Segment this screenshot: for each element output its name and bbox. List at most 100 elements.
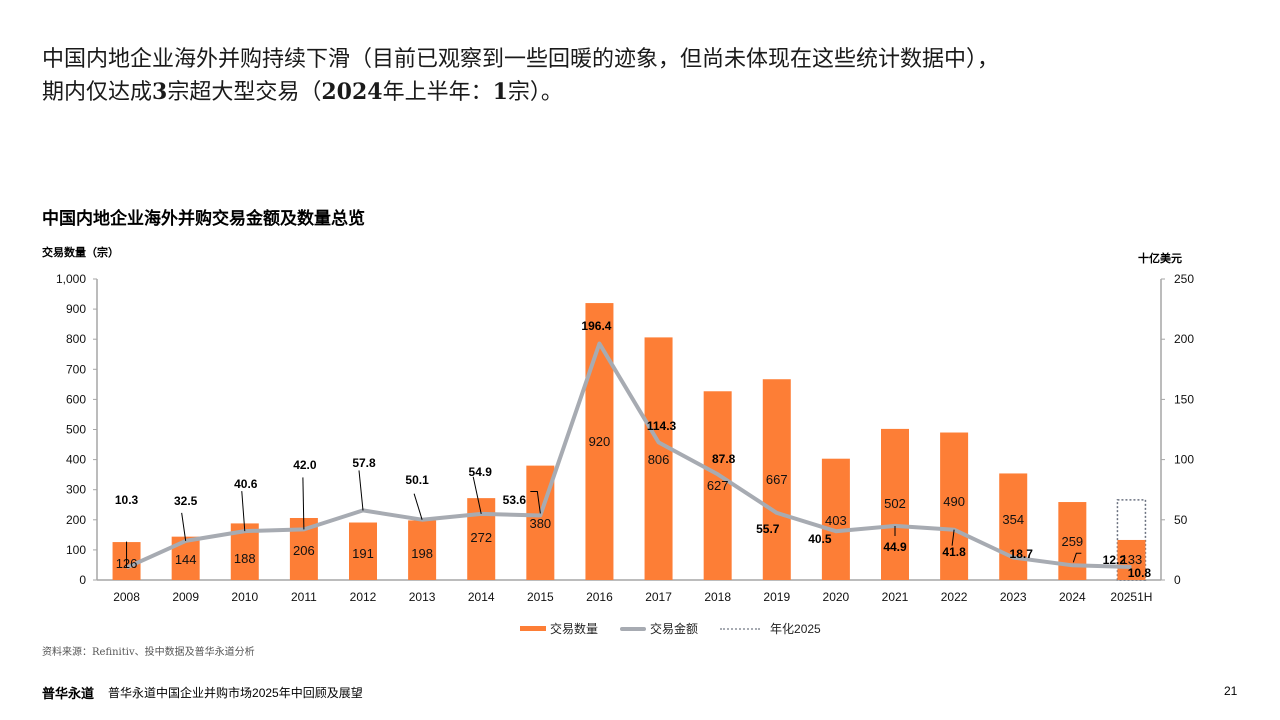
line-value-label: 55.7	[756, 522, 780, 536]
value-label-leader	[413, 493, 423, 520]
x-axis-tick-label: 20251H	[1110, 590, 1152, 604]
x-axis-tick-label: 2020	[823, 590, 850, 604]
right-axis-tick-label: 50	[1174, 513, 1188, 527]
line-value-label: 44.9	[883, 540, 907, 554]
headline-line-2: 期内仅达成3宗超大型交易（2024年上半年：1宗）。	[42, 76, 1242, 109]
x-axis-tick-label: 2012	[350, 590, 377, 604]
bar-value-label: 380	[529, 516, 551, 531]
x-axis-tick-label: 2014	[468, 590, 495, 604]
bar-value-label: 354	[1002, 512, 1024, 527]
headline-text: 期内仅达成	[42, 80, 153, 105]
legend-swatch-line	[620, 626, 647, 631]
bar-value-label: 144	[175, 552, 197, 567]
line-value-label: 10.8	[1128, 566, 1152, 580]
line-value-label: 57.8	[352, 456, 376, 470]
bar	[349, 522, 377, 580]
left-axis-tick-label: 800	[66, 332, 86, 346]
left-axis-tick-label: 400	[66, 453, 86, 467]
bar-value-label: 206	[293, 543, 315, 558]
x-axis-tick-label: 2019	[763, 590, 790, 604]
legend-label: 交易数量	[550, 622, 599, 636]
headline-text: 宗超大型交易（	[167, 80, 322, 105]
bar-value-label: 806	[648, 452, 670, 467]
legend-item-annualized: 年化2025	[720, 620, 821, 637]
line-value-label: 12.2	[1103, 553, 1127, 567]
x-axis-tick-label: 2016	[586, 590, 613, 604]
headline-line-1: 中国内地企业海外并购持续下滑（目前已观察到一些回暖的迹象，但尚未体现在这些统计数…	[42, 47, 1000, 72]
bar	[1117, 539, 1146, 580]
bar-value-label: 198	[411, 546, 433, 561]
line-value-label: 42.0	[293, 458, 317, 472]
headline-number: 1	[492, 79, 508, 105]
line-value-label: 87.8	[712, 452, 736, 466]
bar-value-label: 272	[470, 530, 492, 545]
bar	[408, 520, 437, 580]
left-axis-tick-label: 900	[66, 302, 86, 316]
line-value-label: 114.3	[647, 419, 677, 433]
legend-label: 年化2025	[770, 622, 821, 636]
bar	[940, 432, 969, 580]
bar	[703, 391, 732, 580]
headline-number: 2024	[321, 79, 383, 105]
value-label-leader	[951, 529, 955, 546]
x-axis-tick-label: 2024	[1059, 590, 1086, 604]
bar-value-label: 133	[1121, 552, 1143, 567]
legend: 交易数量 交易金额 年化2025	[520, 620, 843, 637]
page-number: 21	[1224, 684, 1238, 698]
value-label-leader	[472, 476, 482, 515]
bar-value-label: 502	[884, 496, 906, 511]
left-axis-tick-label: 100	[66, 543, 86, 557]
value-label-leader	[358, 470, 364, 511]
left-axis-tick-label: 1,000	[56, 272, 86, 286]
legend-swatch-dotted	[720, 627, 761, 630]
bar-value-label: 403	[825, 513, 847, 528]
x-axis-tick-label: 2021	[882, 590, 909, 604]
x-axis-tick-label: 2023	[1000, 590, 1027, 604]
report-title: 普华永道中国企业并购市场2025年中回顾及展望	[108, 686, 363, 700]
headline: 中国内地企业海外并购持续下滑（目前已观察到一些回暖的迹象，但尚未体现在这些统计数…	[42, 44, 1242, 109]
left-axis-tick-label: 0	[79, 573, 86, 587]
headline-text: 宗）。	[507, 80, 563, 105]
bar-value-label: 490	[943, 494, 965, 509]
x-axis-tick-label: 2010	[231, 590, 258, 604]
bar-value-label: 188	[234, 551, 256, 566]
bar	[999, 473, 1028, 580]
line-value-label: 40.6	[234, 477, 258, 491]
value-label-leader	[1072, 552, 1082, 563]
bar	[644, 337, 673, 580]
legend-item-value: 交易金额	[620, 620, 698, 637]
left-axis-tick-label: 500	[66, 423, 86, 437]
bar-value-label: 259	[1061, 534, 1083, 549]
line-value-label: 10.3	[115, 493, 139, 507]
x-axis-tick-label: 2009	[172, 590, 199, 604]
legend-label: 交易金额	[650, 622, 699, 636]
bar-value-label: 920	[589, 434, 611, 449]
line-value-label: 18.7	[1010, 547, 1034, 561]
legend-item-count: 交易数量	[520, 620, 598, 637]
bar-value-label: 191	[352, 546, 374, 561]
x-axis-tick-label: 2011	[291, 590, 317, 604]
bar	[881, 428, 909, 580]
source-note: 资料来源：Refinitiv、投中数据及普华永道分析	[42, 647, 255, 658]
value-label-leader	[530, 490, 541, 514]
bar-value-label: 667	[766, 472, 788, 487]
legend-swatch-bar	[520, 626, 546, 631]
line-value-label: 40.5	[808, 532, 832, 546]
x-axis-tick-label: 2015	[527, 590, 554, 604]
value-label-leader	[241, 491, 246, 532]
brand-logo: 普华永道	[42, 686, 95, 701]
x-axis-tick-label: 2008	[113, 590, 140, 604]
line-value-label: 50.1	[405, 473, 429, 487]
left-axis-tick-label: 600	[66, 392, 86, 406]
x-axis-tick-label: 2022	[941, 590, 968, 604]
value-label-leader	[181, 512, 187, 541]
headline-number: 3	[152, 79, 168, 105]
footer: 普华永道 普华永道中国企业并购市场2025年中回顾及展望	[42, 683, 363, 702]
right-axis-tick-label: 100	[1174, 453, 1194, 467]
bar-value-label: 627	[707, 478, 729, 493]
line-value-label: 196.4	[581, 319, 611, 333]
right-axis-tick-label: 150	[1174, 392, 1194, 406]
value-line	[125, 341, 1132, 570]
right-axis-tick-label: 250	[1174, 272, 1194, 286]
